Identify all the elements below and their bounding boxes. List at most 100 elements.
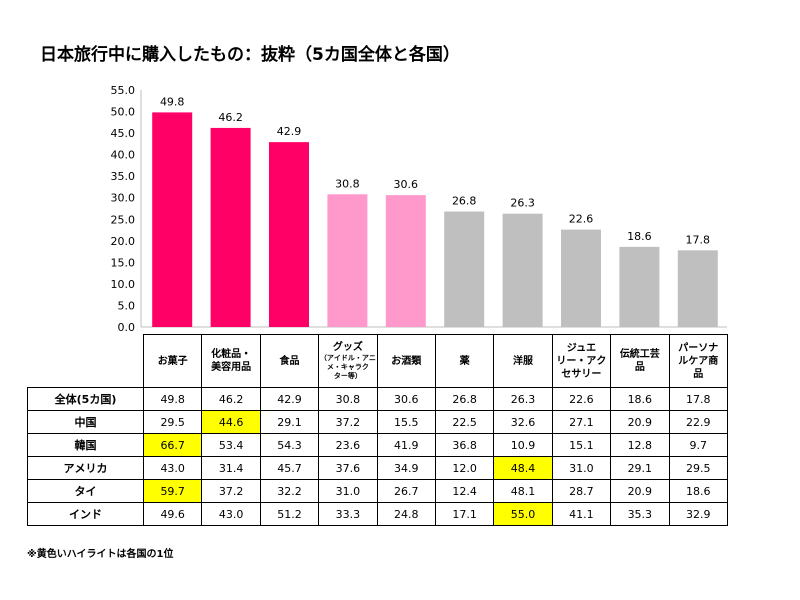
table-cell: 30.6 — [376, 387, 436, 411]
table-cell: 41.9 — [376, 433, 436, 457]
table-corner-cell — [27, 334, 144, 388]
table-row-label: 全体(5カ国) — [27, 387, 144, 411]
data-table: お菓子 化粧品・ 美容用品 食品 グッズ （アイドル・アニ メ・キャラク ター等） お酒類 薬 洋服… — [27, 334, 728, 526]
table-cell: 32.2 — [259, 479, 320, 503]
table-cell: 29.1 — [610, 456, 670, 480]
table-cell-highlighted: 48.4 — [493, 456, 553, 480]
bar-value-label: 17.8 — [686, 233, 711, 246]
table-cell: 18.6 — [610, 387, 670, 411]
y-tick-label: 15.0 — [111, 256, 136, 269]
table-row-label: アメリカ — [27, 456, 144, 480]
table-header-line: 化粧品・ — [211, 349, 252, 360]
table-cell: 35.3 — [610, 502, 670, 526]
table-cell: 26.7 — [376, 479, 436, 503]
table-row: アメリカ 43.0 31.4 45.7 37.6 34.9 12.0 48.4 31.0 29.1… — [27, 456, 728, 480]
bar-value-label: 22.6 — [569, 213, 594, 226]
table-cell: 9.7 — [668, 433, 728, 457]
y-tick-label: 40.0 — [111, 149, 136, 162]
table-header-line: お菓子 — [157, 355, 188, 367]
table-cell: 37.2 — [318, 410, 378, 434]
table-cell-highlighted: 44.6 — [201, 410, 261, 434]
table-row-label: 中国 — [27, 410, 144, 434]
y-tick-label: 25.0 — [111, 213, 136, 226]
table-cell: 22.6 — [551, 387, 612, 411]
bar — [152, 112, 193, 327]
bar — [677, 250, 718, 327]
table-header-cell: グッズ （アイドル・アニ メ・キャラク ター等） — [318, 334, 378, 388]
bar — [619, 246, 660, 327]
bar — [502, 213, 543, 327]
table-cell: 24.8 — [376, 502, 436, 526]
bar-value-label: 46.2 — [218, 111, 243, 124]
bar — [269, 142, 309, 327]
table-cell: 46.2 — [201, 387, 261, 411]
table-header-row: お菓子 化粧品・ 美容用品 食品 グッズ （アイドル・アニ メ・キャラク ター等） お酒類 薬 洋服… — [27, 334, 728, 388]
table-cell: 49.8 — [142, 387, 203, 411]
table-header-line: 品 — [634, 362, 645, 373]
table-header-line: 伝統工芸 — [619, 349, 660, 360]
table-cell-highlighted: 59.7 — [142, 479, 203, 503]
table-cell: 33.3 — [318, 502, 378, 526]
table-cell: 43.0 — [201, 502, 261, 526]
table-cell: 26.8 — [434, 387, 495, 411]
table-cell: 15.5 — [376, 410, 436, 434]
table-cell: 23.6 — [318, 433, 378, 457]
table-cell: 17.1 — [434, 502, 495, 526]
table-header-line: ター等） — [333, 372, 362, 380]
table-cell: 28.7 — [551, 479, 612, 503]
bar-value-label: 42.9 — [277, 125, 302, 138]
table-cell: 41.1 — [551, 502, 612, 526]
bar — [327, 194, 368, 327]
table-row: 韓国 66.7 53.4 54.3 23.6 41.9 36.8 10.9 15.1 12.8 9.… — [27, 433, 728, 457]
table-cell: 27.1 — [551, 410, 612, 434]
y-tick-label: 45.0 — [111, 127, 136, 140]
table-cell: 31.0 — [318, 479, 378, 503]
table-row: インド 49.6 43.0 51.2 33.3 24.8 17.1 55.0 41.1 35.3 3… — [27, 502, 728, 526]
table-header-line: メ・キャラク — [326, 363, 369, 371]
table-header-line: （アイドル・アニ — [319, 354, 376, 362]
bar — [210, 127, 251, 327]
table-cell: 15.1 — [551, 433, 612, 457]
bar — [385, 195, 426, 327]
table-cell: 20.9 — [610, 479, 670, 503]
table-cell: 42.9 — [259, 387, 320, 411]
y-tick-label: 5.0 — [118, 299, 136, 312]
bar — [444, 211, 485, 327]
table-cell: 45.7 — [259, 456, 320, 480]
table-cell: 32.9 — [668, 502, 728, 526]
table-row-label: インド — [27, 502, 144, 526]
table-cell: 20.9 — [610, 410, 670, 434]
table-cell: 49.6 — [142, 502, 203, 526]
table-header-line: 品 — [693, 368, 704, 380]
table-cell: 22.5 — [434, 410, 495, 434]
bar — [561, 229, 601, 327]
table-cell: 54.3 — [259, 433, 320, 457]
table-header-line: 食品 — [279, 355, 300, 367]
table-header-cell: 伝統工芸品 — [610, 334, 670, 388]
table-cell: 17.8 — [668, 387, 728, 411]
table-header-cell: お菓子 — [142, 334, 203, 388]
table-header-line: 洋服 — [513, 355, 534, 367]
table-header-line: セサリー — [561, 368, 602, 380]
table-header-cell: 薬 — [434, 334, 495, 388]
table-cell: 43.0 — [142, 456, 203, 480]
table-cell: 29.5 — [142, 410, 203, 434]
footnote: ※黄色いハイライトは各国の1位 — [27, 549, 174, 560]
table-cell-highlighted: 66.7 — [142, 433, 203, 457]
y-tick-label: 50.0 — [111, 106, 136, 119]
bar-chart: 0.0 5.0 10.0 15.0 20.0 25.0 30.0 35.0 40.0 45.0 50… — [111, 84, 727, 334]
table-cell: 53.4 — [201, 433, 261, 457]
table-header-cell: 化粧品・ 美容用品 — [201, 334, 261, 388]
table-cell: 51.2 — [259, 502, 320, 526]
table-header-cell: パーソナ ルケア商品 — [668, 334, 728, 388]
table-cell: 29.5 — [668, 456, 728, 480]
bar-value-label: 49.8 — [160, 95, 185, 108]
chart-title: 日本旅行中に購入したもの：抜粋（5カ国全体と各国） — [40, 45, 460, 65]
table-cell: 26.3 — [493, 387, 553, 411]
table-cell: 34.9 — [376, 456, 436, 480]
table-row: タイ 59.7 37.2 32.2 31.0 26.7 12.4 48.1 28.7 20.9 18… — [27, 479, 728, 503]
table-cell: 37.6 — [318, 456, 378, 480]
table-cell: 12.8 — [610, 433, 670, 457]
table-cell: 48.1 — [493, 479, 553, 503]
bar-value-label: 30.8 — [335, 177, 360, 190]
